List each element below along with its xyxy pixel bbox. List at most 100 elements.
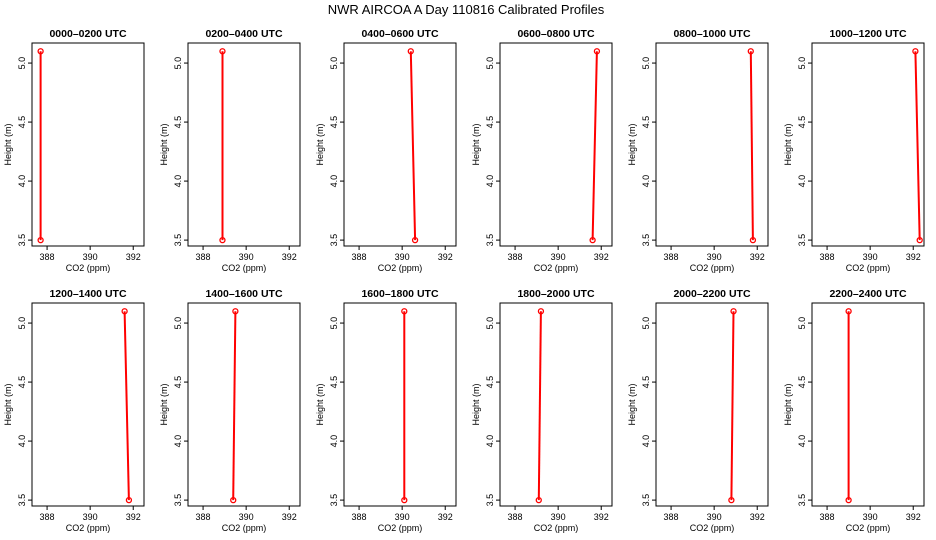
x-axis-label: CO2 (ppm) xyxy=(222,523,267,533)
data-point xyxy=(916,236,923,244)
x-tick-label: 390 xyxy=(83,252,98,262)
y-tick-label: 3.5 xyxy=(17,234,27,247)
x-tick-label: 390 xyxy=(395,252,410,262)
x-tick-label: 390 xyxy=(707,252,722,262)
y-tick-label: 3.5 xyxy=(173,234,183,247)
y-tick-label: 5.0 xyxy=(485,57,495,70)
x-axis-label: CO2 (ppm) xyxy=(66,263,111,273)
data-point xyxy=(232,308,239,315)
data-point xyxy=(845,308,852,315)
plot-frame xyxy=(187,302,301,507)
panel-1: 0000–0200 UTC 388 390 392 3.5 4.0 4.5 5.0 CO2 (p… xyxy=(3,28,145,273)
y-tick-label: 4.0 xyxy=(173,435,183,448)
y-tick-label: 3.5 xyxy=(797,494,807,507)
y-axis-label: Height (m) xyxy=(315,123,325,165)
y-tick-label: 3.5 xyxy=(797,234,807,247)
y-tick-label: 4.0 xyxy=(17,175,27,188)
data-point xyxy=(219,236,226,244)
y-tick-label: 5.0 xyxy=(17,57,27,70)
panel-3: 0400–0600 UTC 388 390 392 3.5 4.0 4.5 5.0 CO2 (p… xyxy=(315,28,457,273)
plot-frame xyxy=(499,302,613,507)
panel-grid: 0000–0200 UTC 388 390 392 3.5 4.0 4.5 5.0 CO2 (p… xyxy=(3,28,925,533)
y-tick-label: 3.5 xyxy=(485,234,495,247)
x-tick-label: 390 xyxy=(551,512,566,522)
y-tick-label: 4.0 xyxy=(329,175,339,188)
x-tick-label: 388 xyxy=(664,252,679,262)
panel-title: 1400–1600 UTC xyxy=(205,288,282,300)
y-tick-label: 4.0 xyxy=(797,175,807,188)
plot-frame xyxy=(31,42,145,247)
data-point xyxy=(125,496,133,504)
profile-line xyxy=(537,311,542,501)
y-axis-label: Height (m) xyxy=(783,383,793,425)
panel-6: 1000–1200 UTC 388 390 392 3.5 4.0 4.5 5.0 CO2 (p… xyxy=(783,28,925,273)
x-tick-label: 390 xyxy=(395,512,410,522)
x-tick-label: 390 xyxy=(83,512,98,522)
y-tick-label: 3.5 xyxy=(173,494,183,507)
y-tick-label: 5.0 xyxy=(173,317,183,330)
data-point xyxy=(593,48,601,55)
x-tick-label: 392 xyxy=(282,512,297,522)
panel-8: 1400–1600 UTC 388 390 392 3.5 4.0 4.5 5.0 CO2 (p… xyxy=(159,288,301,533)
y-tick-label: 4.5 xyxy=(173,376,183,389)
panel-title: 2200–2400 UTC xyxy=(829,288,906,300)
x-tick-label: 388 xyxy=(664,512,679,522)
y-tick-label: 4.5 xyxy=(173,116,183,129)
y-tick-label: 5.0 xyxy=(329,57,339,70)
figure-title: NWR AIRCOA A Day 110816 Calibrated Profi… xyxy=(328,2,605,17)
y-tick-label: 4.5 xyxy=(797,116,807,129)
x-axis-label: CO2 (ppm) xyxy=(690,263,735,273)
x-tick-label: 392 xyxy=(750,252,765,262)
data-point xyxy=(728,496,735,504)
panel-title: 2000–2200 UTC xyxy=(673,288,750,300)
y-tick-label: 4.5 xyxy=(17,116,27,129)
y-tick-label: 3.5 xyxy=(329,494,339,507)
panel-title: 0800–1000 UTC xyxy=(673,28,750,40)
y-tick-label: 4.5 xyxy=(329,376,339,389)
x-tick-label: 388 xyxy=(352,512,367,522)
profile-line xyxy=(123,311,130,501)
x-axis-label: CO2 (ppm) xyxy=(66,523,111,533)
profile-line xyxy=(591,51,598,241)
y-tick-label: 4.0 xyxy=(17,435,27,448)
y-axis-label: Height (m) xyxy=(627,123,637,165)
y-axis-label: Height (m) xyxy=(627,383,637,425)
y-axis-label: Height (m) xyxy=(159,123,169,165)
y-tick-label: 4.0 xyxy=(797,435,807,448)
x-tick-label: 392 xyxy=(906,252,921,262)
x-tick-label: 388 xyxy=(508,252,523,262)
panel-title: 1800–2000 UTC xyxy=(517,288,594,300)
data-point xyxy=(121,308,128,315)
profile-line xyxy=(409,51,417,241)
y-tick-label: 4.5 xyxy=(797,376,807,389)
x-tick-label: 388 xyxy=(352,252,367,262)
panel-11: 2000–2200 UTC 388 390 392 3.5 4.0 4.5 5.0 CO2 (p… xyxy=(627,288,769,533)
x-axis-label: CO2 (ppm) xyxy=(222,263,267,273)
data-point xyxy=(749,236,757,244)
x-axis-label: CO2 (ppm) xyxy=(534,523,579,533)
data-point xyxy=(407,48,414,55)
panel-title: 1200–1400 UTC xyxy=(49,288,126,300)
x-tick-label: 390 xyxy=(239,252,254,262)
y-tick-label: 3.5 xyxy=(641,494,651,507)
panel-7: 1200–1400 UTC 388 390 392 3.5 4.0 4.5 5.0 CO2 (p… xyxy=(3,288,145,533)
y-tick-label: 5.0 xyxy=(17,317,27,330)
panel-title: 0400–0600 UTC xyxy=(361,28,438,40)
data-point xyxy=(845,496,852,504)
panel-title: 0000–0200 UTC xyxy=(49,28,126,40)
plot-frame xyxy=(343,302,457,507)
y-tick-label: 4.0 xyxy=(485,435,495,448)
y-axis-label: Height (m) xyxy=(471,123,481,165)
x-tick-label: 388 xyxy=(196,252,211,262)
x-tick-label: 390 xyxy=(863,512,878,522)
panel-title: 0200–0400 UTC xyxy=(205,28,282,40)
plot-frame xyxy=(811,302,925,507)
y-tick-label: 4.0 xyxy=(641,435,651,448)
data-point xyxy=(730,308,737,315)
data-point xyxy=(401,496,408,504)
data-point xyxy=(37,48,44,55)
data-point xyxy=(230,496,237,504)
profile-line xyxy=(232,311,237,501)
plot-frame xyxy=(655,42,769,247)
